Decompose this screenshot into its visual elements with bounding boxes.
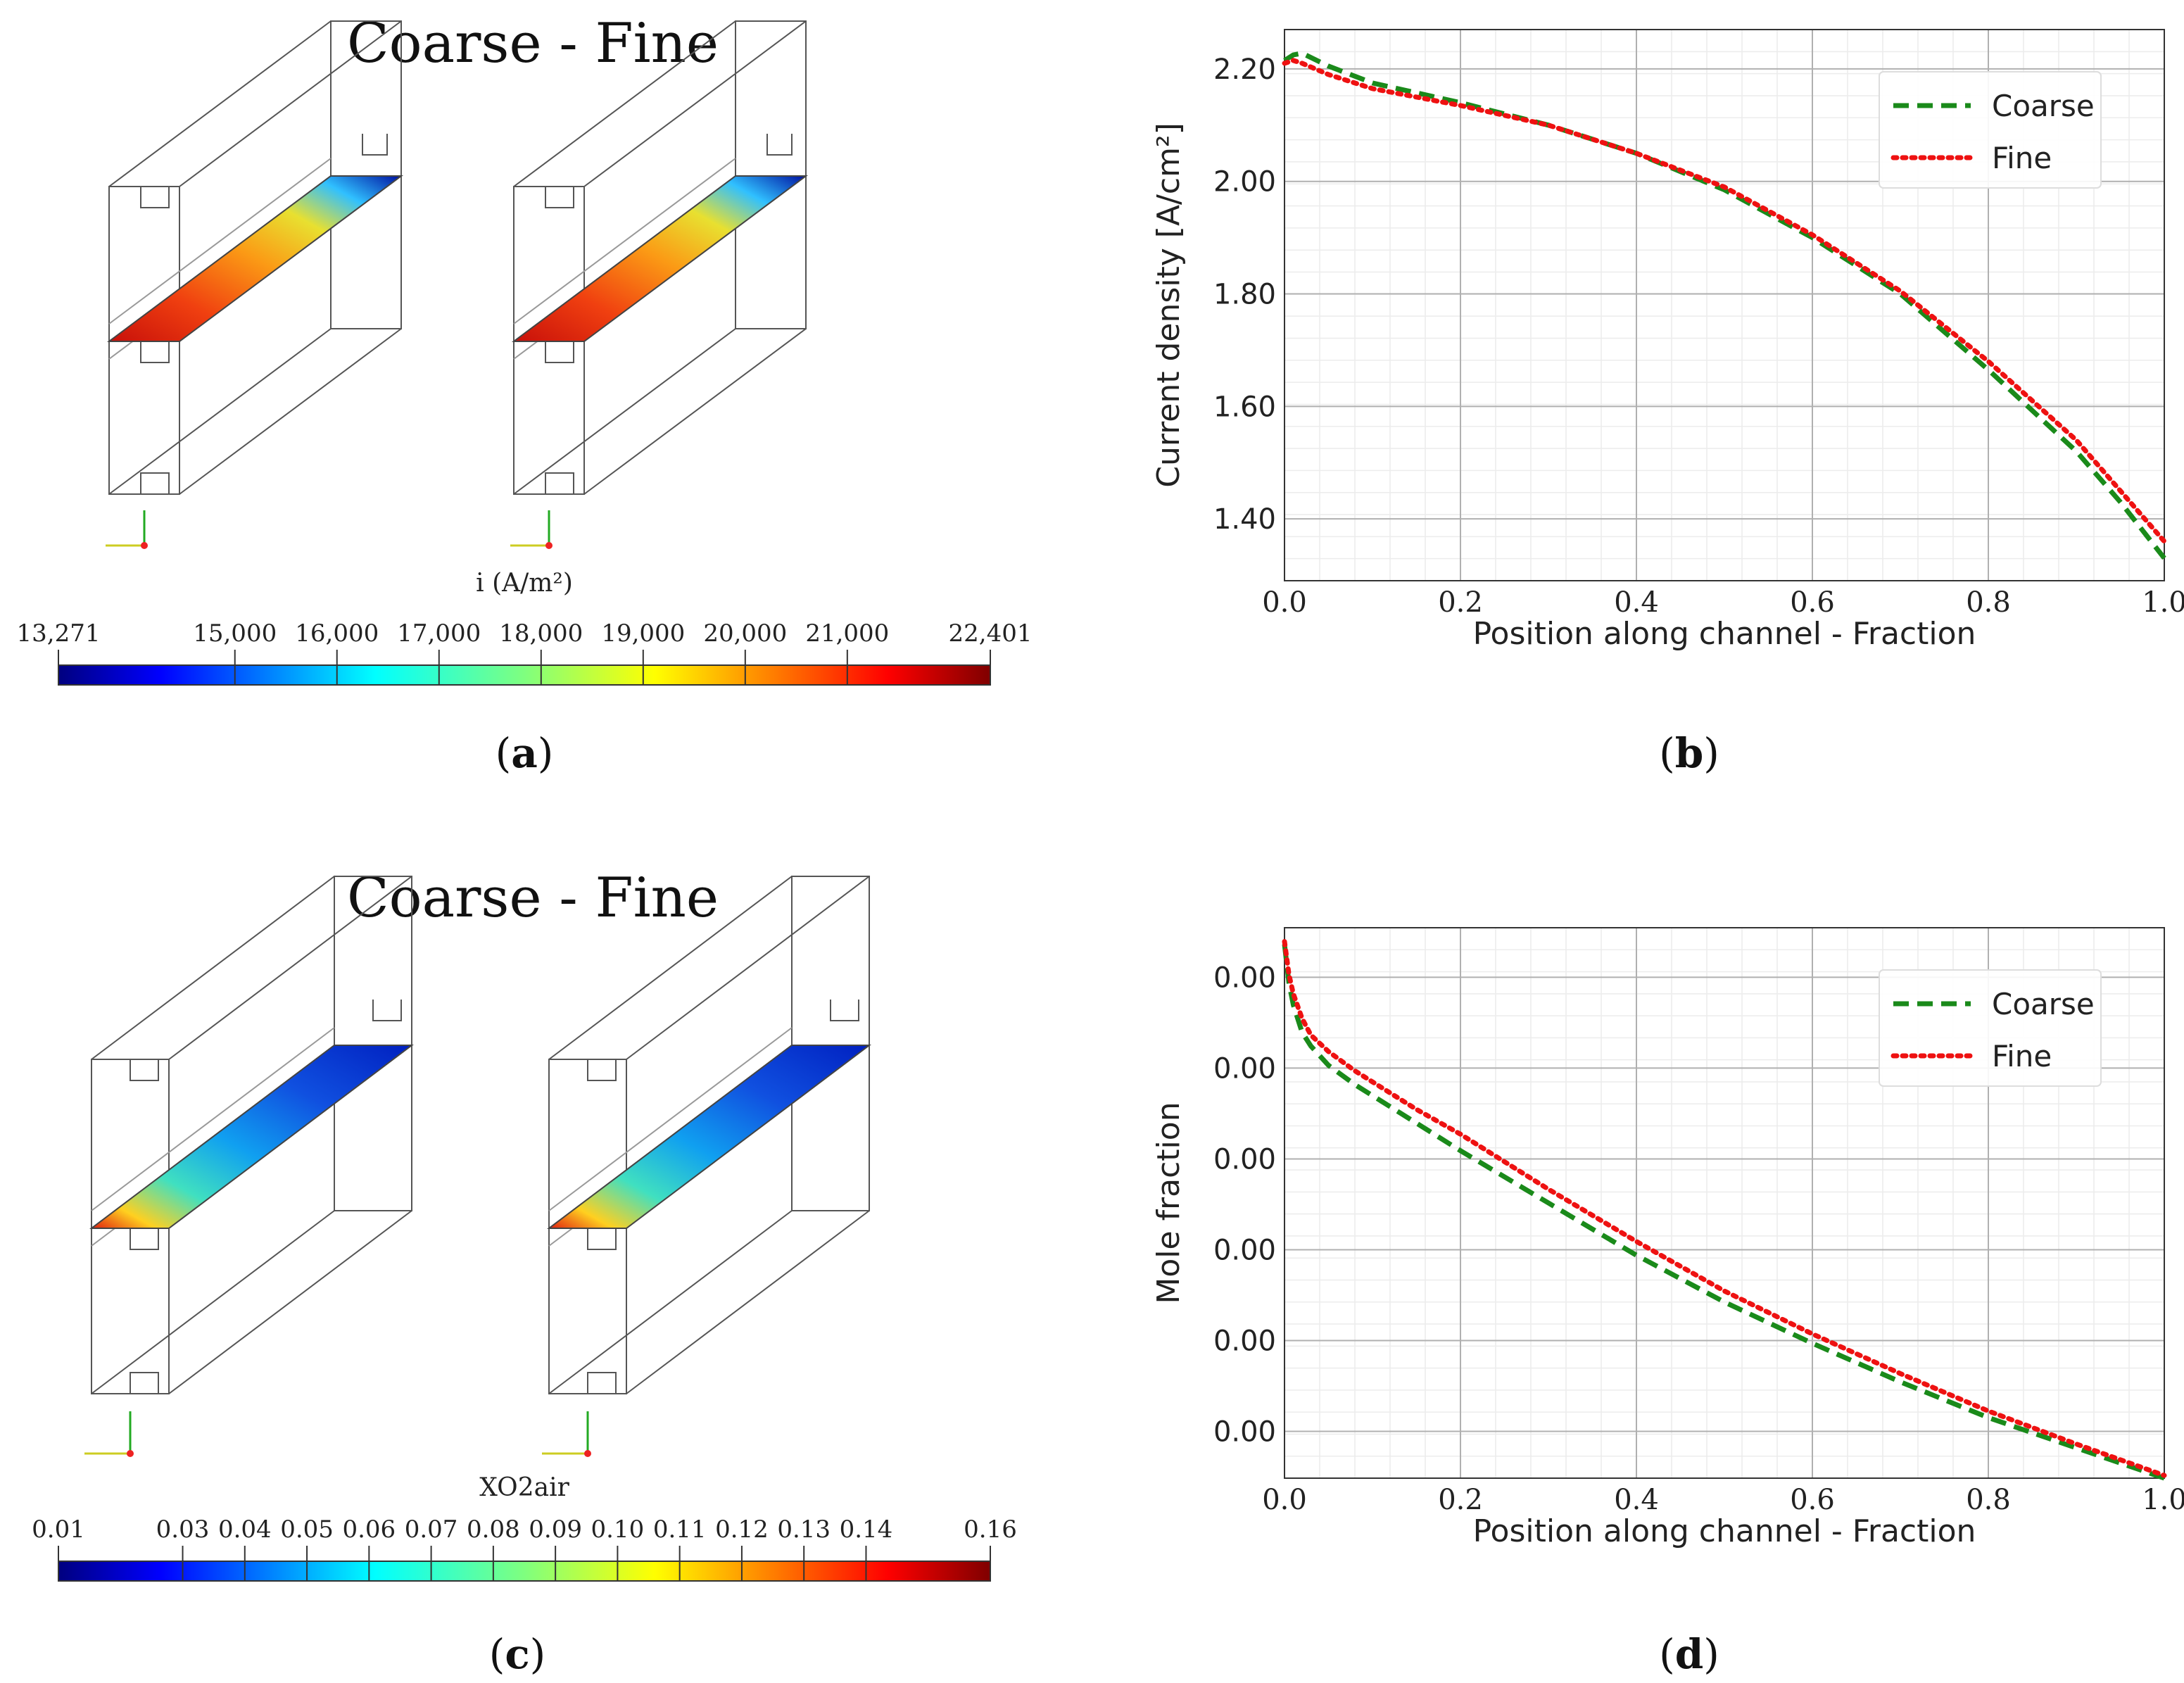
series-line-coarse [1282, 944, 2166, 1481]
x-tick-label: 0.6 [1790, 586, 1835, 619]
axes-triad-icon [106, 510, 148, 549]
legend-label-fine: Fine [1992, 141, 2052, 175]
y-tick-label: 2.20 [1213, 53, 1276, 86]
colorbar-tick-label: 18,000 [499, 619, 583, 648]
x-tick-label: 0.2 [1438, 586, 1483, 619]
y-tick-label: 0.00 [1213, 962, 1276, 994]
o2-mole-fraction-contour-fine [547, 1045, 871, 1229]
colorbar-tick-label: 0.10 [591, 1515, 645, 1544]
y-tick-label: 0.00 [1213, 1325, 1276, 1358]
colorbar-tick-label: 0.04 [218, 1515, 272, 1544]
x-tick-label: 0.4 [1614, 1484, 1659, 1516]
panel-a-caption: (a) [495, 729, 554, 777]
y-tick-label: 0.00 [1213, 1143, 1276, 1175]
colorbar-tick-label: 16,000 [295, 619, 379, 648]
colorbar-gradient [58, 664, 991, 686]
x-tick-label: 1.0 [2142, 586, 2184, 619]
colorbar-a-title: i (A/m²) [476, 569, 573, 598]
current-density-contour-fine [511, 175, 809, 342]
y-tick-label: 0.00 [1213, 1416, 1276, 1449]
series-line-fine [1282, 58, 2167, 544]
current-density-contour-coarse [106, 175, 404, 342]
x-tick-label: 0.0 [1262, 586, 1307, 619]
legend-label-coarse: Coarse [1992, 89, 2095, 123]
panel-c: Coarse - Fine [32, 866, 1017, 1678]
panel-a-title: Coarse - Fine [347, 12, 719, 75]
colorbar-tick-label: 0.05 [280, 1515, 334, 1544]
panel-d-caption: (d) [1659, 1630, 1719, 1678]
colorbar-tick-label: 0.08 [467, 1515, 520, 1544]
y-axis-label: Current density [A/cm²] [1151, 122, 1187, 488]
y-tick-label: 0.00 [1213, 1052, 1276, 1085]
colorbar-tick-label: 0.14 [840, 1515, 893, 1544]
axes-triad-icon [542, 1411, 591, 1457]
panel-a: Coarse - Fine [17, 12, 1033, 777]
colorbar-tick-label: 0.09 [529, 1515, 582, 1544]
colorbar-tick-label: 0.01 [32, 1515, 85, 1544]
colorbar-tick-label: 20,000 [703, 619, 787, 648]
panel-b-caption: (b) [1659, 729, 1719, 777]
plot-frame [1284, 927, 2165, 1479]
colorbar-tick-label: 21,000 [805, 619, 889, 648]
x-tick-label: 0.2 [1438, 1484, 1483, 1516]
x-tick-label: 0.6 [1790, 1484, 1835, 1516]
colorbar-tick-label: 0.11 [653, 1515, 707, 1544]
colorbar-tick-label: 0.16 [964, 1515, 1017, 1544]
y-tick-label: 0.00 [1213, 1234, 1276, 1266]
legend-label-coarse: Coarse [1992, 987, 2095, 1021]
x-axis-label: Position along channel - Fraction [1473, 616, 1976, 652]
colorbar-tick-label: 0.03 [156, 1515, 210, 1544]
x-tick-label: 0.0 [1262, 1484, 1307, 1516]
x-tick-label: 0.4 [1614, 586, 1659, 619]
x-tick-label: 0.8 [1966, 1484, 2011, 1516]
colorbar-tick-label: 0.06 [342, 1515, 396, 1544]
colorbar-tick-label: 19,000 [601, 619, 685, 648]
x-tick-label: 1.0 [2142, 1484, 2184, 1516]
y-tick-label: 1.40 [1213, 503, 1276, 536]
chart-mole-fraction: 0.0 0.2 0.4 0.6 0.8 1.0 0.00 0.00 0.00 0.00 0.00 0.… [1151, 927, 2184, 1549]
colorbar-a: 13,271 15,000 16,000 17,000 18,000 19,000 20,0… [17, 619, 1033, 686]
y-tick-label: 2.00 [1213, 166, 1276, 198]
o2-mole-fraction-contour-coarse [89, 1045, 414, 1229]
colorbar-tick-label: 17,000 [397, 619, 481, 648]
colorbar-c-title: XO2air [479, 1473, 569, 1502]
colorbar-tick-label: 0.12 [715, 1515, 769, 1544]
y-axis-label: Mole fraction [1151, 1102, 1187, 1304]
colorbar-tick-label: 13,271 [17, 619, 101, 648]
y-tick-label: 1.60 [1213, 391, 1276, 423]
plot-frame [1284, 29, 2165, 581]
legend-label-fine: Fine [1992, 1039, 2052, 1073]
colorbar-c: 0.01 0.03 0.04 0.05 0.06 0.07 0.08 0.09 0.10 0.11… [32, 1515, 1017, 1582]
series-line-fine [1282, 939, 2167, 1478]
colorbar-tick-label: 22,401 [949, 619, 1033, 648]
colorbar-tick-label: 15,000 [193, 619, 277, 648]
colorbar-tick-label: 0.13 [777, 1515, 831, 1544]
axes-triad-icon [84, 1411, 134, 1457]
colorbar-tick-label: 0.07 [405, 1515, 458, 1544]
colorbar-gradient [58, 1561, 991, 1582]
panel-c-caption: (c) [489, 1630, 546, 1678]
y-tick-label: 1.80 [1213, 279, 1276, 311]
x-axis-label: Position along channel - Fraction [1473, 1513, 1976, 1549]
x-tick-label: 0.8 [1966, 586, 2011, 619]
axes-triad-icon [510, 510, 553, 549]
chart-current-density: 0.0 0.2 0.4 0.6 0.8 1.0 1.40 1.60 1.80 2.00 2.20 Po… [1151, 29, 2184, 652]
